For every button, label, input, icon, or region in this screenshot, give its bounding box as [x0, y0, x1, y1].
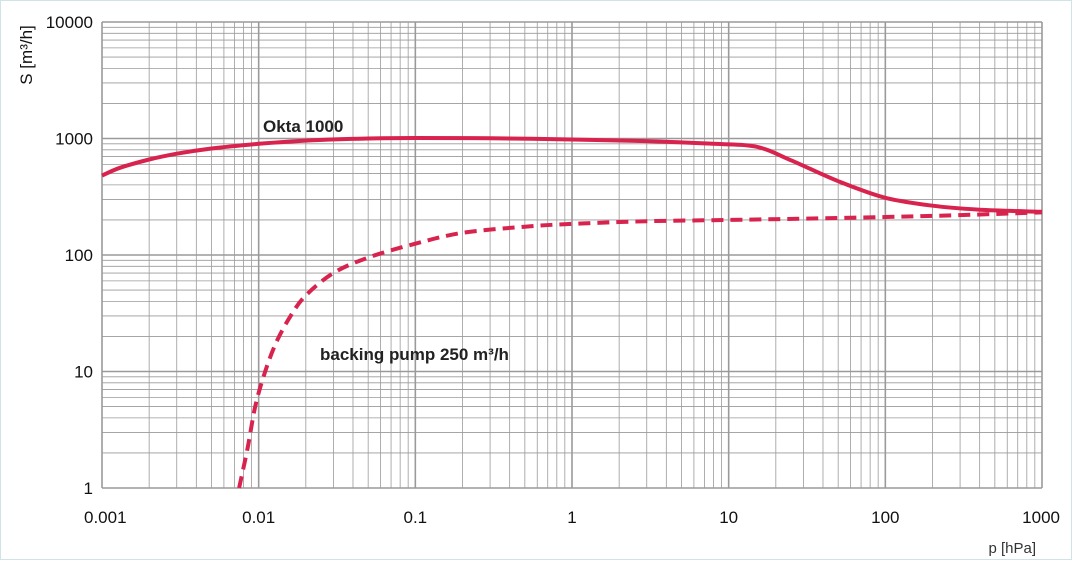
y-tick-label: 1000	[55, 130, 93, 149]
y-tick-label: 10	[74, 363, 93, 382]
series-line-okta-1000	[101, 136, 1043, 214]
x-tick-label: 0.1	[404, 508, 428, 527]
legend-backing-pump: backing pump 250 m³/h	[320, 345, 509, 364]
x-tick-label: 10	[719, 508, 738, 527]
y-tick-label: 1	[84, 479, 93, 498]
x-axis-label: p [hPa]	[988, 540, 1036, 557]
x-tick-label: 0.01	[242, 508, 275, 527]
legend-okta-1000: Okta 1000	[263, 117, 343, 136]
tick-labels: 0.001 0.01 0.1 1 10 100 1000 1 10 100 1000 10000	[46, 13, 1060, 527]
grid-lines	[101, 21, 1043, 489]
x-tick-label: 1000	[1022, 508, 1060, 527]
x-tick-label: 1	[567, 508, 576, 527]
y-tick-label: 100	[65, 246, 93, 265]
y-tick-label: 10000	[46, 13, 93, 32]
x-tick-label: 100	[871, 508, 899, 527]
series-layer	[101, 136, 1043, 489]
series-line-backing-pump	[237, 210, 1043, 489]
x-tick-label: 0.001	[84, 508, 127, 527]
y-axis-label: S [m³/h]	[17, 25, 36, 85]
